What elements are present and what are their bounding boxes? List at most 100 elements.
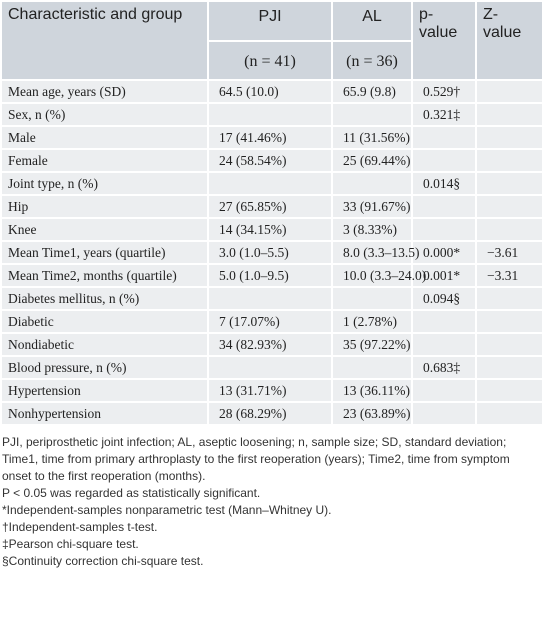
footnote: ‡Pearson chi-square test.: [2, 537, 139, 551]
empty-cell: [475, 355, 542, 380]
table-row: Joint type, n (%) 0.014§: [0, 171, 542, 196]
empty-cell: [475, 102, 542, 127]
table-row: Mean Time2, months (quartile) 5.0 (1.0–9.…: [0, 263, 542, 288]
table-row: Diabetic 7 (17.07%) 1 (2.78%): [0, 309, 542, 334]
table-row: Diabetes mellitus, n (%) 0.094§: [0, 286, 542, 311]
footnote: §Continuity correction chi-square test.: [2, 554, 204, 568]
header-n: (n = 36): [346, 53, 398, 70]
value-cell: 0.094§: [411, 286, 477, 311]
header-cell: p-value: [411, 0, 477, 81]
header-cell: Z-value: [475, 0, 542, 81]
table-row: Nonhypertension 28 (68.29%) 23 (63.89%): [0, 401, 542, 426]
table-body: Mean age, years (SD) 64.5 (10.0) 65.9 (9.8…: [0, 79, 542, 426]
footnotes: PJI, periprosthetic joint infection; AL,…: [0, 426, 542, 570]
label-cell: Hip: [0, 194, 209, 219]
value-cell: 0.014§: [411, 171, 477, 196]
data-table: Characteristic and group PJI (n = 41) AL…: [0, 0, 542, 426]
table-row: Sex, n (%) 0.321‡: [0, 102, 542, 127]
value-cell: 3 (8.33%): [331, 217, 413, 242]
empty-cell: [475, 148, 542, 173]
value-cell: 23 (63.89%): [331, 401, 413, 426]
footnote: †Independent-samples t-test.: [2, 520, 158, 534]
label-cell: Mean age, years (SD): [0, 79, 209, 104]
value-cell: 0.529†: [411, 79, 477, 104]
label-cell: Nondiabetic: [0, 332, 209, 357]
label-cell: Nonhypertension: [0, 401, 209, 426]
empty-cell: [331, 355, 413, 380]
label-cell: Mean Time2, months (quartile): [0, 263, 209, 288]
empty-cell: [411, 194, 477, 219]
value-cell: 11 (31.56%): [331, 125, 413, 150]
value-cell: 0.683‡: [411, 355, 477, 380]
value-cell: 28 (68.29%): [207, 401, 333, 426]
empty-cell: [475, 378, 542, 403]
table-row: Mean Time1, years (quartile) 3.0 (1.0–5.5…: [0, 240, 542, 265]
empty-cell: [411, 378, 477, 403]
empty-cell: [475, 194, 542, 219]
header-label: AL: [333, 2, 411, 42]
table-row: Blood pressure, n (%) 0.683‡: [0, 355, 542, 380]
value-cell: 7 (17.07%): [207, 309, 333, 334]
value-cell: 25 (69.44%): [331, 148, 413, 173]
empty-cell: [411, 148, 477, 173]
value-cell: 5.0 (1.0–9.5): [207, 263, 333, 288]
value-cell: 27 (65.85%): [207, 194, 333, 219]
label-cell: Blood pressure, n (%): [0, 355, 209, 380]
value-cell: 33 (91.67%): [331, 194, 413, 219]
value-cell: 1 (2.78%): [331, 309, 413, 334]
value-cell: −3.61: [475, 240, 542, 265]
label-cell: Diabetic: [0, 309, 209, 334]
header-row: Characteristic and group PJI (n = 41) AL…: [0, 0, 542, 81]
value-cell: 0.000*: [411, 240, 477, 265]
value-cell: 35 (97.22%): [331, 332, 413, 357]
empty-cell: [475, 125, 542, 150]
empty-cell: [475, 79, 542, 104]
empty-cell: [331, 171, 413, 196]
empty-cell: [475, 401, 542, 426]
table-row: Knee 14 (34.15%) 3 (8.33%): [0, 217, 542, 242]
header-cell: Characteristic and group: [0, 0, 209, 81]
value-cell: 0.001*: [411, 263, 477, 288]
empty-cell: [207, 355, 333, 380]
label-cell: Female: [0, 148, 209, 173]
value-cell: 10.0 (3.3–24.0): [331, 263, 426, 288]
value-cell: −3.31: [475, 263, 542, 288]
value-cell: 65.9 (9.8): [331, 79, 413, 104]
empty-cell: [207, 102, 333, 127]
header-cell: AL (n = 36): [331, 0, 413, 81]
header-cell: PJI (n = 41): [207, 0, 333, 81]
table-row: Hypertension 13 (31.71%) 13 (36.11%): [0, 378, 542, 403]
empty-cell: [411, 332, 477, 357]
label-cell: Hypertension: [0, 378, 209, 403]
empty-cell: [475, 217, 542, 242]
table-row: Hip 27 (65.85%) 33 (91.67%): [0, 194, 542, 219]
empty-cell: [411, 309, 477, 334]
empty-cell: [475, 286, 542, 311]
value-cell: 0.321‡: [411, 102, 477, 127]
empty-cell: [331, 286, 413, 311]
label-cell: Joint type, n (%): [0, 171, 209, 196]
label-cell: Mean Time1, years (quartile): [0, 240, 209, 265]
value-cell: 17 (41.46%): [207, 125, 333, 150]
footnote: P < 0.05 was regarded as statistically s…: [2, 486, 261, 500]
empty-cell: [411, 125, 477, 150]
value-cell: 34 (82.93%): [207, 332, 333, 357]
value-cell: 3.0 (1.0–5.5): [207, 240, 333, 265]
footnote: *Independent-samples nonparametric test …: [2, 503, 332, 517]
table-row: Mean age, years (SD) 64.5 (10.0) 65.9 (9.8…: [0, 79, 542, 104]
empty-cell: [207, 171, 333, 196]
empty-cell: [331, 102, 413, 127]
table-row: Nondiabetic 34 (82.93%) 35 (97.22%): [0, 332, 542, 357]
empty-cell: [475, 309, 542, 334]
value-cell: 14 (34.15%): [207, 217, 333, 242]
empty-cell: [475, 332, 542, 357]
empty-cell: [475, 171, 542, 196]
table-row: Female 24 (58.54%) 25 (69.44%): [0, 148, 542, 173]
value-cell: 64.5 (10.0): [207, 79, 333, 104]
value-cell: 13 (31.71%): [207, 378, 333, 403]
label-cell: Male: [0, 125, 209, 150]
label-cell: Knee: [0, 217, 209, 242]
empty-cell: [207, 286, 333, 311]
value-cell: 8.0 (3.3–13.5): [331, 240, 420, 265]
